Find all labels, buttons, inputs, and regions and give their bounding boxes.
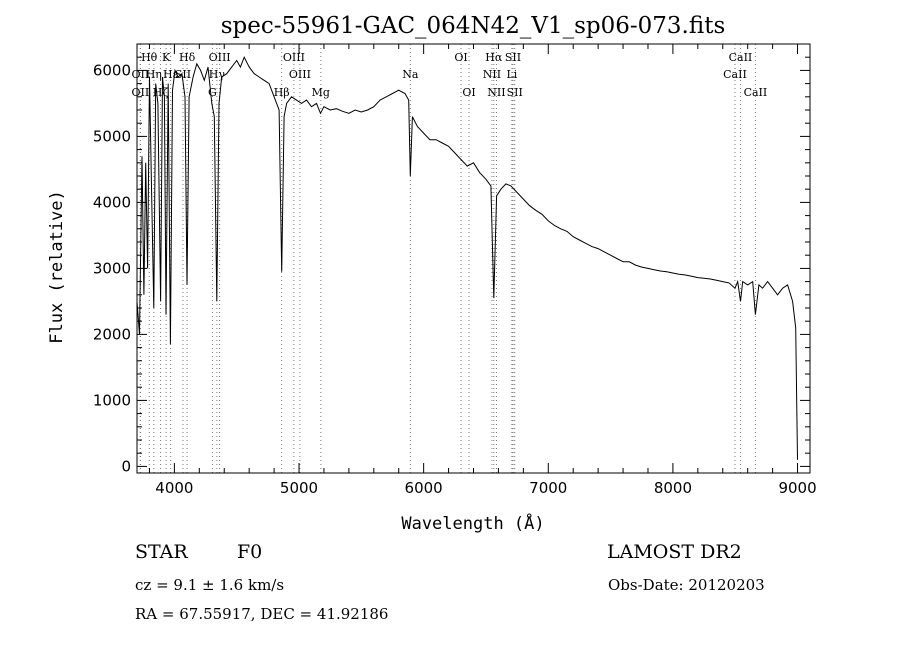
x-tick-label-3: 7000 <box>529 479 567 497</box>
spectrum-series-line <box>136 55 798 460</box>
object-class: STAR <box>135 541 188 563</box>
line-label-15: Mg <box>312 86 330 99</box>
chart-title: spec-55961-GAC_064N42_V1_sp06-073.fits <box>221 13 726 39</box>
line-label-19: Hα <box>485 51 503 64</box>
line-label-11: OIII <box>209 51 231 64</box>
y-tick-label-3: 3000 <box>93 259 131 277</box>
line-label-5: K <box>162 51 171 64</box>
line-label-18: OI <box>462 86 475 99</box>
survey-release: LAMOST DR2 <box>607 541 742 563</box>
line-label-7: SII <box>175 68 191 81</box>
line-label-25: CaII <box>729 51 753 64</box>
line-label-3: OII <box>132 86 150 99</box>
axis-ticks: 4000 5000 6000 7000 8000 9000 0 1000 2000 3000 400… <box>93 44 817 497</box>
line-label-13: OIII <box>283 51 305 64</box>
line-label-1: OII <box>132 68 150 81</box>
line-label-0: Hθ <box>141 51 158 64</box>
line-label-23: Li <box>506 68 517 81</box>
plot-frame <box>136 43 811 474</box>
line-label-21: NII <box>487 86 505 99</box>
y-tick-label-0: 0 <box>121 457 131 475</box>
y-tick-label-2: 2000 <box>93 325 131 343</box>
observation-date: Obs-Date: 20120203 <box>608 576 765 594</box>
line-label-16: Na <box>402 68 419 81</box>
line-label-10: G <box>208 86 217 99</box>
line-label-12: Hβ <box>274 86 290 99</box>
x-tick-label-5: 9000 <box>778 479 816 497</box>
x-tick-label-1: 5000 <box>280 479 318 497</box>
redshift-velocity: cz = 9.1 ± 1.6 km/s <box>135 576 285 594</box>
line-label-2: Hη <box>146 68 162 81</box>
y-axis-label: Flux (relative) <box>47 190 67 344</box>
line-label-17: OI <box>454 51 467 64</box>
y-tick-label-1: 1000 <box>93 391 131 409</box>
line-label-24: SII <box>507 86 523 99</box>
line-label-8: Hδ <box>179 51 196 64</box>
line-label-22: SII <box>505 51 521 64</box>
x-tick-label-2: 6000 <box>405 479 443 497</box>
x-tick-label-4: 8000 <box>654 479 692 497</box>
sky-coordinates: RA = 67.55917, DEC = 41.92186 <box>135 605 389 623</box>
line-label-14: OIII <box>289 68 311 81</box>
y-tick-label-4: 4000 <box>93 193 131 211</box>
x-axis-label: Wavelength (Å) <box>401 512 544 534</box>
line-label-27: CaII <box>744 86 768 99</box>
object-subclass: F0 <box>237 541 263 563</box>
line-label-9: Hγ <box>209 68 226 81</box>
line-label-26: CaII <box>723 68 747 81</box>
line-markers <box>139 44 756 473</box>
line-label-20: NII <box>483 68 501 81</box>
y-tick-label-6: 6000 <box>93 61 131 79</box>
y-tick-label-5: 5000 <box>93 127 131 145</box>
x-tick-label-0: 4000 <box>155 479 193 497</box>
